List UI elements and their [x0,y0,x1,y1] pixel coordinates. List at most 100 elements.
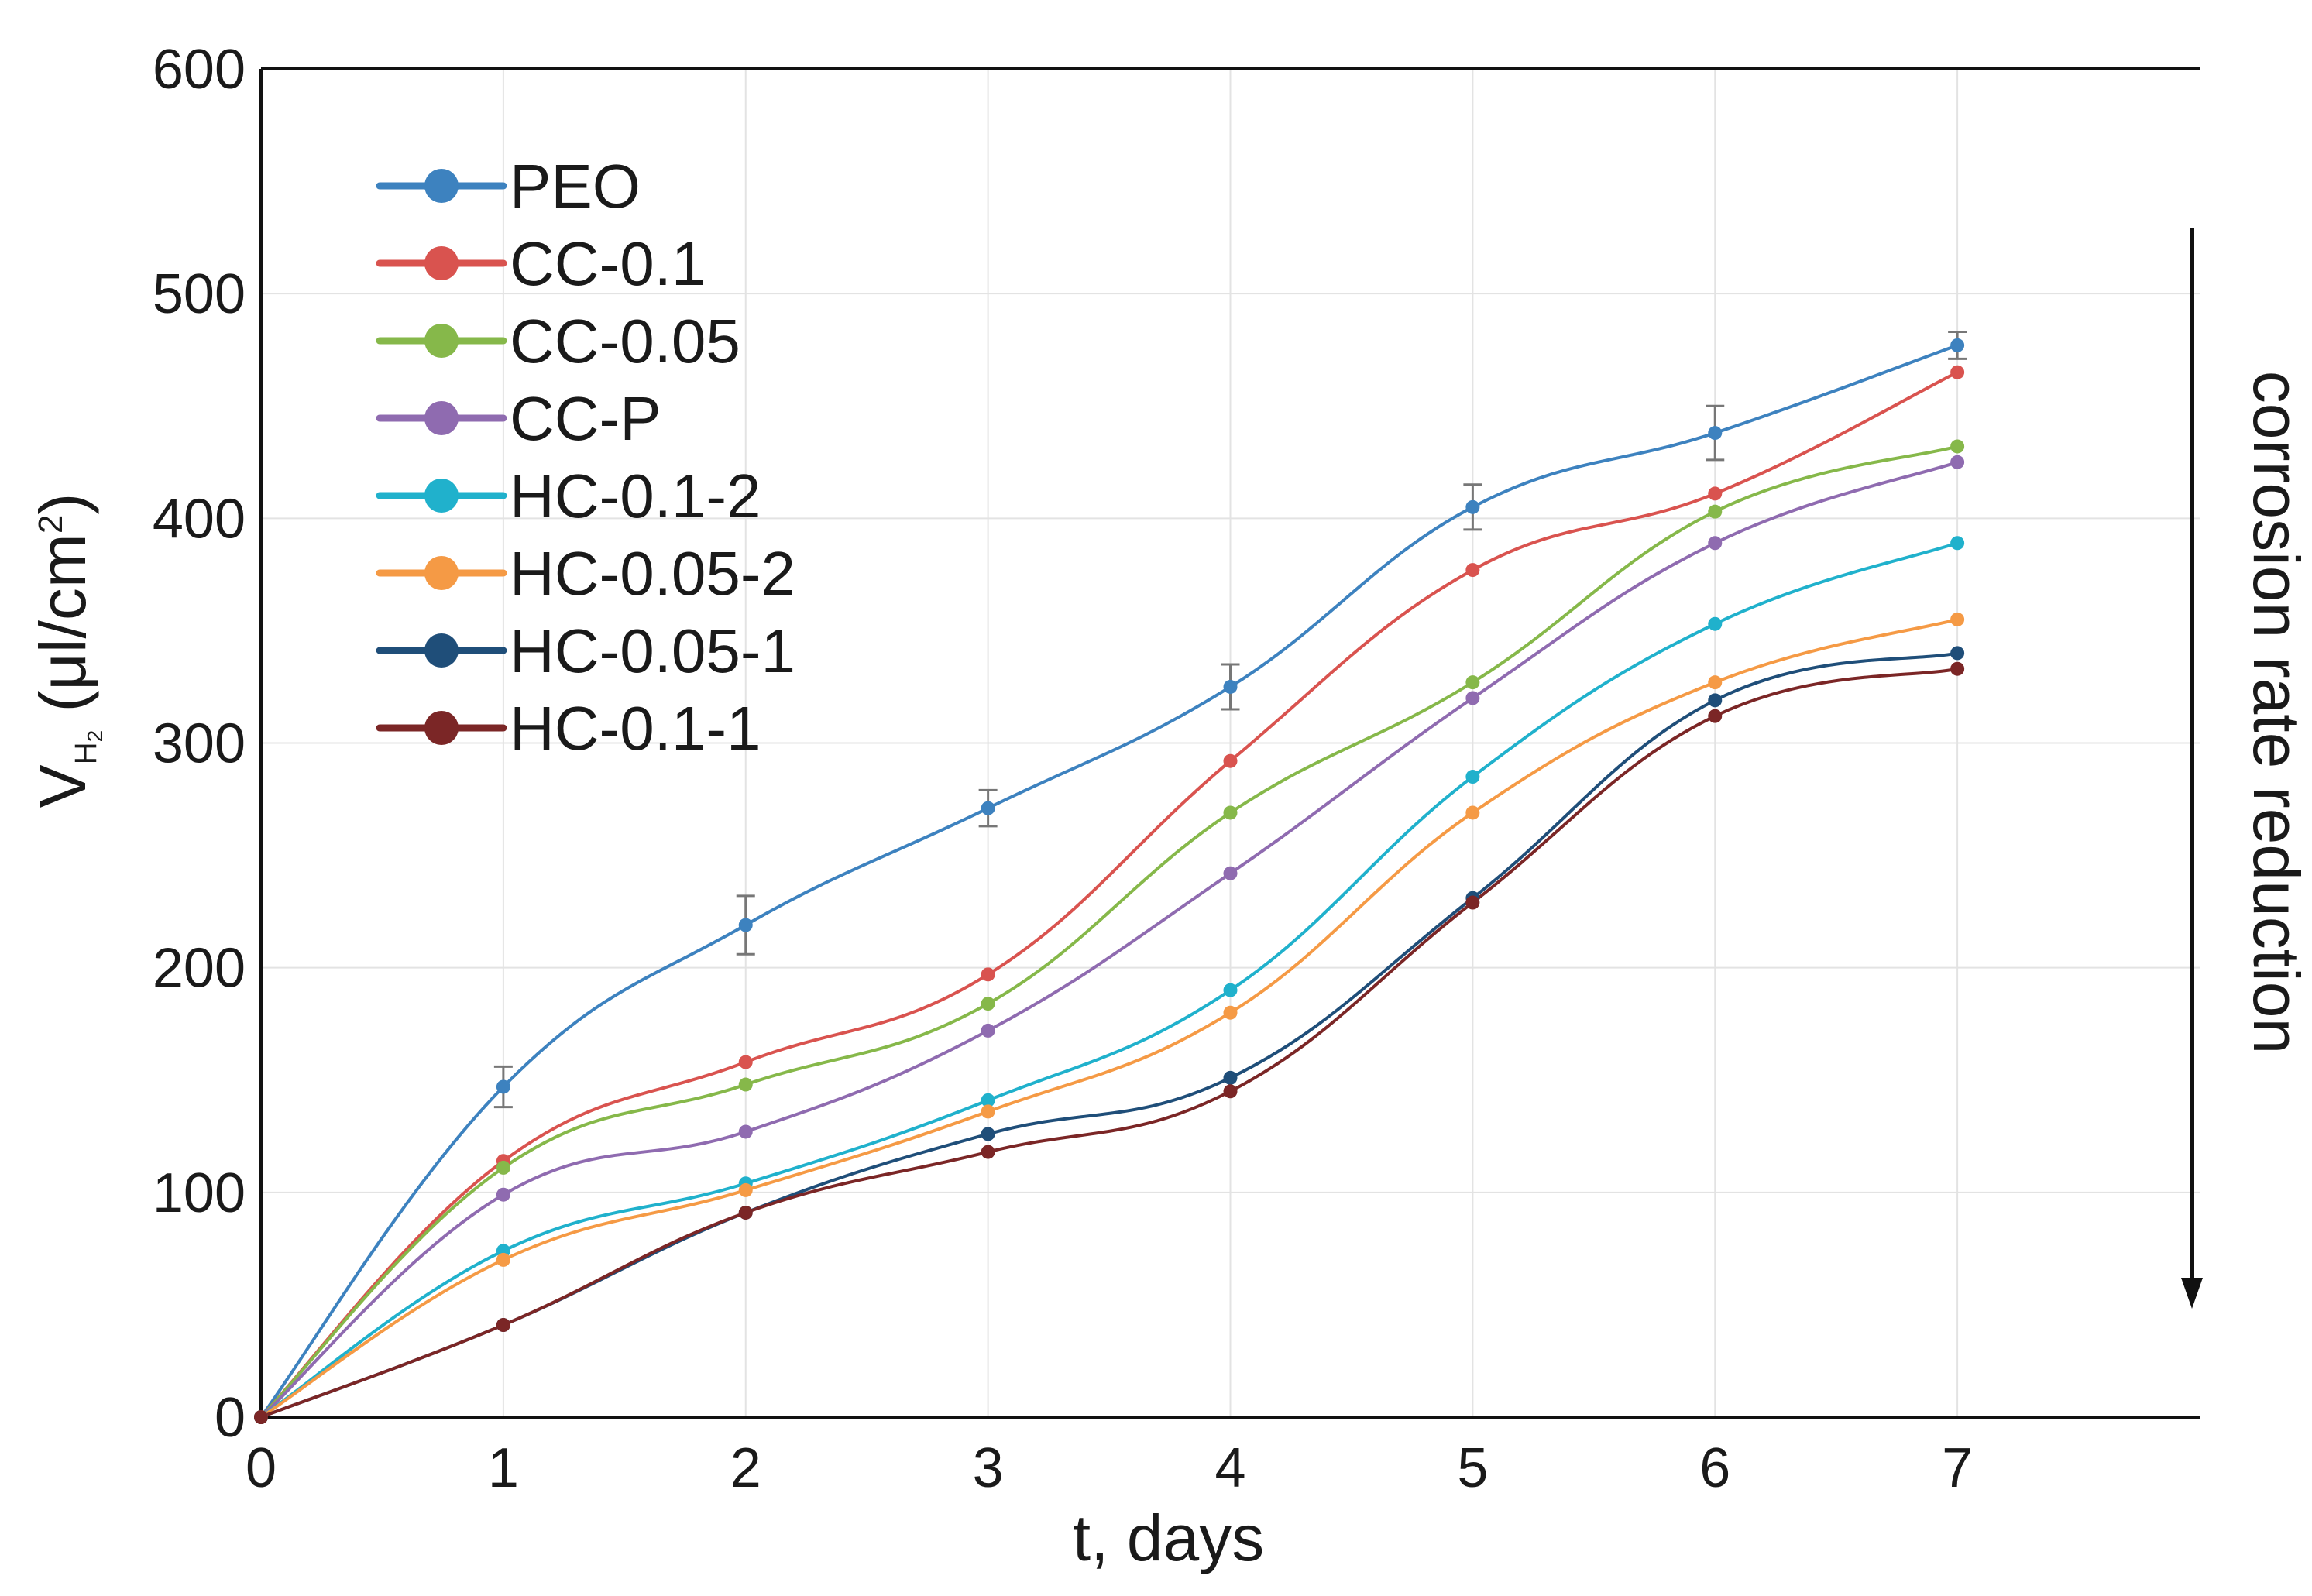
y-axis-title-subsub: 2 [83,730,107,743]
data-point-HC-0.1-2 [1465,770,1480,784]
x-tick-label: 5 [1457,1437,1488,1499]
data-point-HC-0.1-1 [1223,1084,1238,1099]
y-tick-label: 600 [153,39,246,101]
legend-label-HC-0.05-1: HC-0.05-1 [510,616,795,685]
data-point-CC-0.1 [1465,563,1480,578]
data-point-CC-P [1708,536,1723,551]
y-axis-title: VH2 (μl/cm2) [26,493,107,808]
x-tick-label: 4 [1214,1437,1245,1499]
series-line-HC-0.1-1 [260,667,1958,1419]
y-tick-label: 0 [215,1387,246,1449]
legend: PEO CC-0.1 CC-0.05 CC-P HC-0.1-2 HC-0.05-2 HC-… [376,152,795,763]
legend-label-HC-0.1-2: HC-0.1-2 [510,462,761,530]
data-point-CC-P [738,1124,753,1139]
legend-label-CC-0.1: CC-0.1 [510,229,706,298]
down-arrow-icon [2181,1278,2203,1309]
data-point-CC-0.05 [981,997,995,1011]
data-points [254,338,1965,1424]
y-axis-title-unit-close: ) [26,493,99,515]
data-point-CC-0.1 [981,967,995,982]
data-point-CC-0.1 [738,1055,753,1069]
series-line-CC-0.05 [259,444,1958,1419]
data-point-HC-0.1-1 [738,1205,753,1220]
corrosion-annotation: corrosion rate reduction [2181,228,2312,1309]
data-point-CC-0.05 [1950,439,1965,454]
data-point-HC-0.1-2 [1708,616,1723,631]
x-tick-label: 1 [488,1437,519,1499]
data-point-HC-0.1-1 [981,1145,995,1159]
legend-label-CC-P: CC-P [510,384,661,453]
data-point-PEO [1465,499,1480,514]
data-point-PEO [496,1079,510,1094]
x-axis-title: t, days [1073,1502,1264,1574]
y-tick-label: 200 [153,938,246,1000]
data-point-CC-0.05 [738,1077,753,1092]
data-point-HC-0.1-2 [981,1093,995,1107]
data-point-CC-P [1465,691,1480,705]
legend-label-CC-0.05: CC-0.05 [510,307,740,376]
data-point-CC-0.05 [1223,805,1238,820]
data-point-CC-P [1950,455,1965,469]
legend-marker-HC-0.05-1 [424,633,459,668]
x-tick-label: 6 [1699,1437,1730,1499]
series-line-CC-0.1 [259,370,1959,1419]
data-point-CC-0.05 [1708,504,1723,519]
data-point-HC-0.05-1 [1708,693,1723,708]
grid [261,69,2200,1417]
data-point-CC-0.1 [1708,486,1723,501]
data-point-HC-0.1-1 [1708,709,1723,723]
series-line-HC-0.1-2 [259,541,1958,1419]
legend-label-HC-0.05-2: HC-0.05-2 [510,539,795,608]
series-line-HC-0.05-1 [260,651,1958,1419]
data-point-CC-0.05 [496,1160,510,1175]
y-tick-labels: 0 100 200 300 400 500 600 [153,39,246,1449]
y-tick-label: 100 [153,1162,246,1224]
data-point-HC-0.05-1 [1223,1070,1238,1085]
data-point-PEO [981,801,995,815]
data-point-PEO [738,918,753,932]
data-point-CC-P [496,1187,510,1202]
y-axis-title-sub: H [69,742,103,764]
y-axis-title-unit: (μl/cm [26,534,99,730]
legend-label-PEO: PEO [510,152,641,221]
legend-marker-HC-0.1-1 [424,711,459,745]
x-tick-label: 2 [730,1437,761,1499]
data-point-HC-0.1-1 [254,1410,268,1424]
legend-marker-CC-P [424,401,459,435]
series-lines [259,344,1959,1419]
y-axis-title-unit-sup: 2 [32,515,70,534]
data-point-HC-0.1-2 [1223,983,1238,997]
y-tick-label: 300 [153,713,246,775]
axes [259,67,2200,1419]
data-point-HC-0.1-1 [496,1318,510,1333]
data-point-HC-0.05-2 [738,1182,753,1197]
data-point-HC-0.05-1 [1950,646,1965,661]
data-point-HC-0.1-1 [1950,661,1965,676]
series-line-HC-0.05-2 [259,617,1958,1419]
y-tick-label: 400 [153,488,246,550]
legend-marker-HC-0.05-2 [424,556,459,590]
legend-marker-CC-0.1 [424,246,459,280]
data-point-HC-0.05-2 [1465,805,1480,820]
legend-marker-PEO [424,169,459,203]
data-point-HC-0.05-1 [981,1127,995,1141]
data-point-HC-0.05-2 [1223,1005,1238,1020]
data-point-HC-0.05-2 [496,1252,510,1267]
data-point-CC-0.1 [1950,365,1965,379]
y-axis-title-main: V [26,764,99,808]
y-tick-label: 500 [153,263,246,325]
data-point-HC-0.05-2 [1708,675,1723,690]
data-point-PEO [1708,426,1723,441]
data-point-CC-0.05 [1465,675,1480,690]
x-tick-label: 0 [246,1437,277,1499]
data-point-HC-0.1-2 [1950,536,1965,551]
series-line-CC-P [259,460,1958,1419]
x-tick-label: 7 [1942,1437,1973,1499]
data-point-CC-0.1 [1223,753,1238,768]
x-tick-labels: 0 1 2 3 4 5 6 7 [246,1437,1973,1499]
data-point-PEO [1950,338,1965,352]
data-point-CC-P [1223,866,1238,880]
data-point-HC-0.05-2 [981,1104,995,1119]
